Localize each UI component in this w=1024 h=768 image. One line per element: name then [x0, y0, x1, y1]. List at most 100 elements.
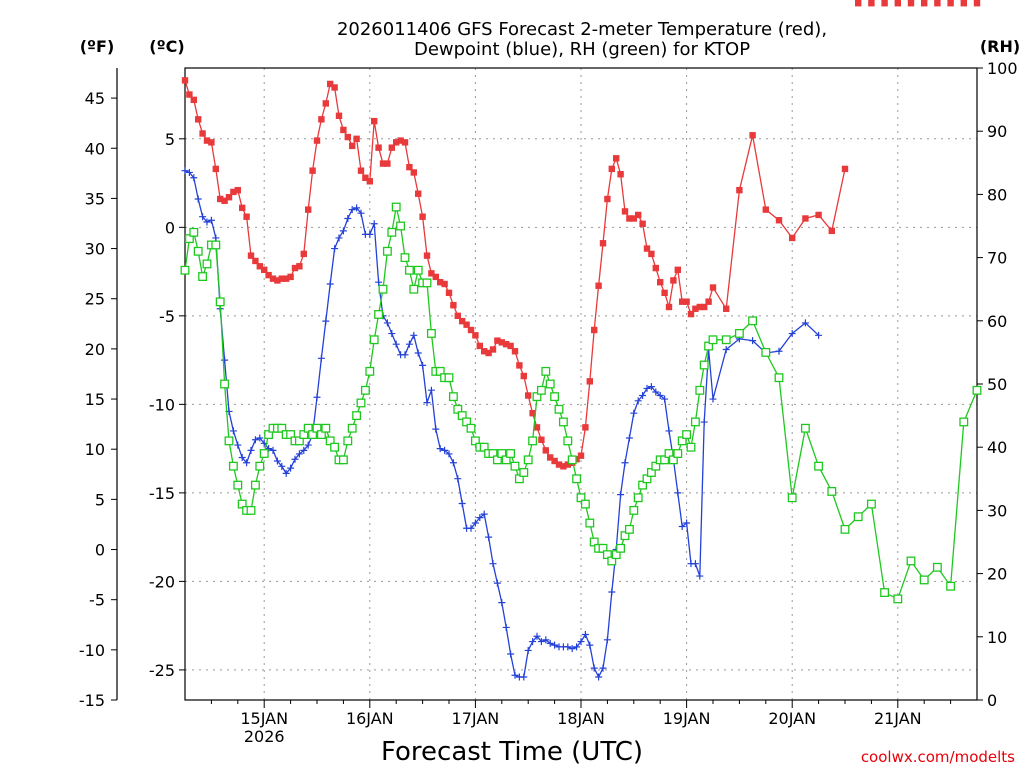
fahrenheit-unit-label: (ºF)	[80, 37, 115, 56]
celsius-tick-label: -20	[149, 572, 175, 591]
dewpoint-point	[674, 489, 682, 497]
rh-point	[787, 493, 797, 503]
temperature-point	[701, 303, 708, 311]
temperature-point	[410, 169, 417, 176]
rh-point	[246, 505, 256, 515]
x-tick-label: 19JAN	[663, 709, 711, 728]
temperature-point	[217, 195, 224, 203]
temperature-point	[947, 0, 954, 7]
rh-point	[682, 430, 692, 440]
dewpoint-point	[617, 491, 625, 499]
temperature-point	[463, 321, 470, 328]
x-tick-label: 16JAN	[346, 709, 394, 728]
temperature-point	[247, 252, 255, 259]
temperature-point	[313, 137, 321, 144]
temperature-point	[208, 139, 215, 146]
rh-tick-label: 10	[987, 628, 1007, 647]
temperature-point	[243, 213, 250, 220]
dewpoint-point	[436, 445, 444, 453]
temperature-point	[648, 250, 655, 258]
dewpoint-point	[441, 446, 449, 454]
dewpoint-point	[542, 636, 550, 644]
dewpoint-point	[696, 572, 704, 580]
rh-point	[721, 335, 731, 345]
rh-point	[800, 423, 810, 433]
temperature-point	[608, 165, 615, 173]
rh-point	[374, 310, 384, 319]
temperature-point	[520, 372, 527, 380]
temperature-point	[388, 144, 395, 151]
dewpoint-point	[370, 220, 378, 228]
temperature-point	[401, 139, 409, 146]
rh-point	[545, 379, 555, 389]
dewpoint-point	[454, 475, 462, 483]
temperature-point	[366, 178, 373, 185]
rh-point	[448, 392, 458, 402]
dewpoint-point	[621, 459, 629, 467]
temperature-point	[551, 457, 558, 465]
dewpoint-point	[683, 519, 691, 527]
temperature-point	[265, 271, 272, 279]
dewpoint-point	[238, 453, 246, 461]
temperature-point	[960, 0, 967, 7]
dewpoint-point	[300, 446, 308, 454]
rh-point	[774, 373, 784, 383]
dewpoint-point	[590, 664, 598, 672]
temperature-point	[604, 195, 611, 203]
temperature-point	[445, 289, 453, 297]
dewpoint-point	[485, 533, 493, 541]
rh-point	[558, 417, 568, 427]
temperature-point	[595, 282, 602, 289]
fahrenheit-tick-label: 15	[85, 390, 105, 409]
rh-point	[932, 562, 942, 572]
rh-point	[198, 272, 208, 282]
temperature-point	[525, 392, 532, 399]
dewpoint-point	[788, 330, 796, 338]
rh-point	[840, 524, 850, 534]
rh-point	[233, 480, 243, 490]
dewpoint-point	[388, 330, 396, 338]
fahrenheit-tick-label: 5	[95, 490, 105, 509]
temperature-point	[736, 186, 743, 194]
x-tick-label: 21JAN	[874, 709, 922, 728]
dewpoint-point	[419, 361, 427, 369]
dewpoint-point	[502, 623, 510, 631]
temperature-point	[190, 96, 197, 104]
dewpoint-point	[493, 579, 501, 587]
temperature-point	[921, 0, 928, 7]
rh-point	[422, 278, 432, 288]
fahrenheit-tick-label: 10	[85, 440, 105, 459]
temperature-point	[643, 245, 651, 252]
rh-tick-label: 0	[987, 691, 997, 710]
temperature-point	[617, 171, 624, 178]
dewpoint-point	[661, 395, 669, 403]
dewpoint-point	[273, 457, 281, 465]
dewpoint-point	[282, 469, 290, 477]
temperature-point	[868, 0, 875, 7]
rh-point	[550, 392, 560, 402]
rh-point	[426, 328, 436, 338]
temperature-point	[199, 130, 206, 137]
temperature-point	[635, 211, 642, 219]
temperature-point	[454, 312, 461, 320]
rh-point	[972, 385, 982, 395]
temperature-point	[481, 348, 488, 355]
rh-point	[880, 588, 890, 598]
temperature-point	[802, 215, 809, 222]
dewpoint-point	[291, 455, 299, 463]
dewpoint-point	[564, 643, 572, 651]
temperature-point	[309, 167, 316, 174]
rh-point	[409, 284, 419, 294]
rh-point	[708, 335, 718, 345]
temperature-point	[318, 116, 325, 123]
dewpoint-point	[344, 214, 352, 222]
temperature-point	[560, 463, 567, 470]
rh-point	[365, 366, 375, 376]
temperature-point	[230, 188, 237, 196]
dewpoint-point	[599, 664, 607, 672]
x-axis-label: Forecast Time (UTC)	[381, 737, 643, 767]
dewpoint-point	[603, 636, 611, 644]
temperature-point	[494, 337, 501, 344]
dewpoint-point	[709, 395, 717, 403]
